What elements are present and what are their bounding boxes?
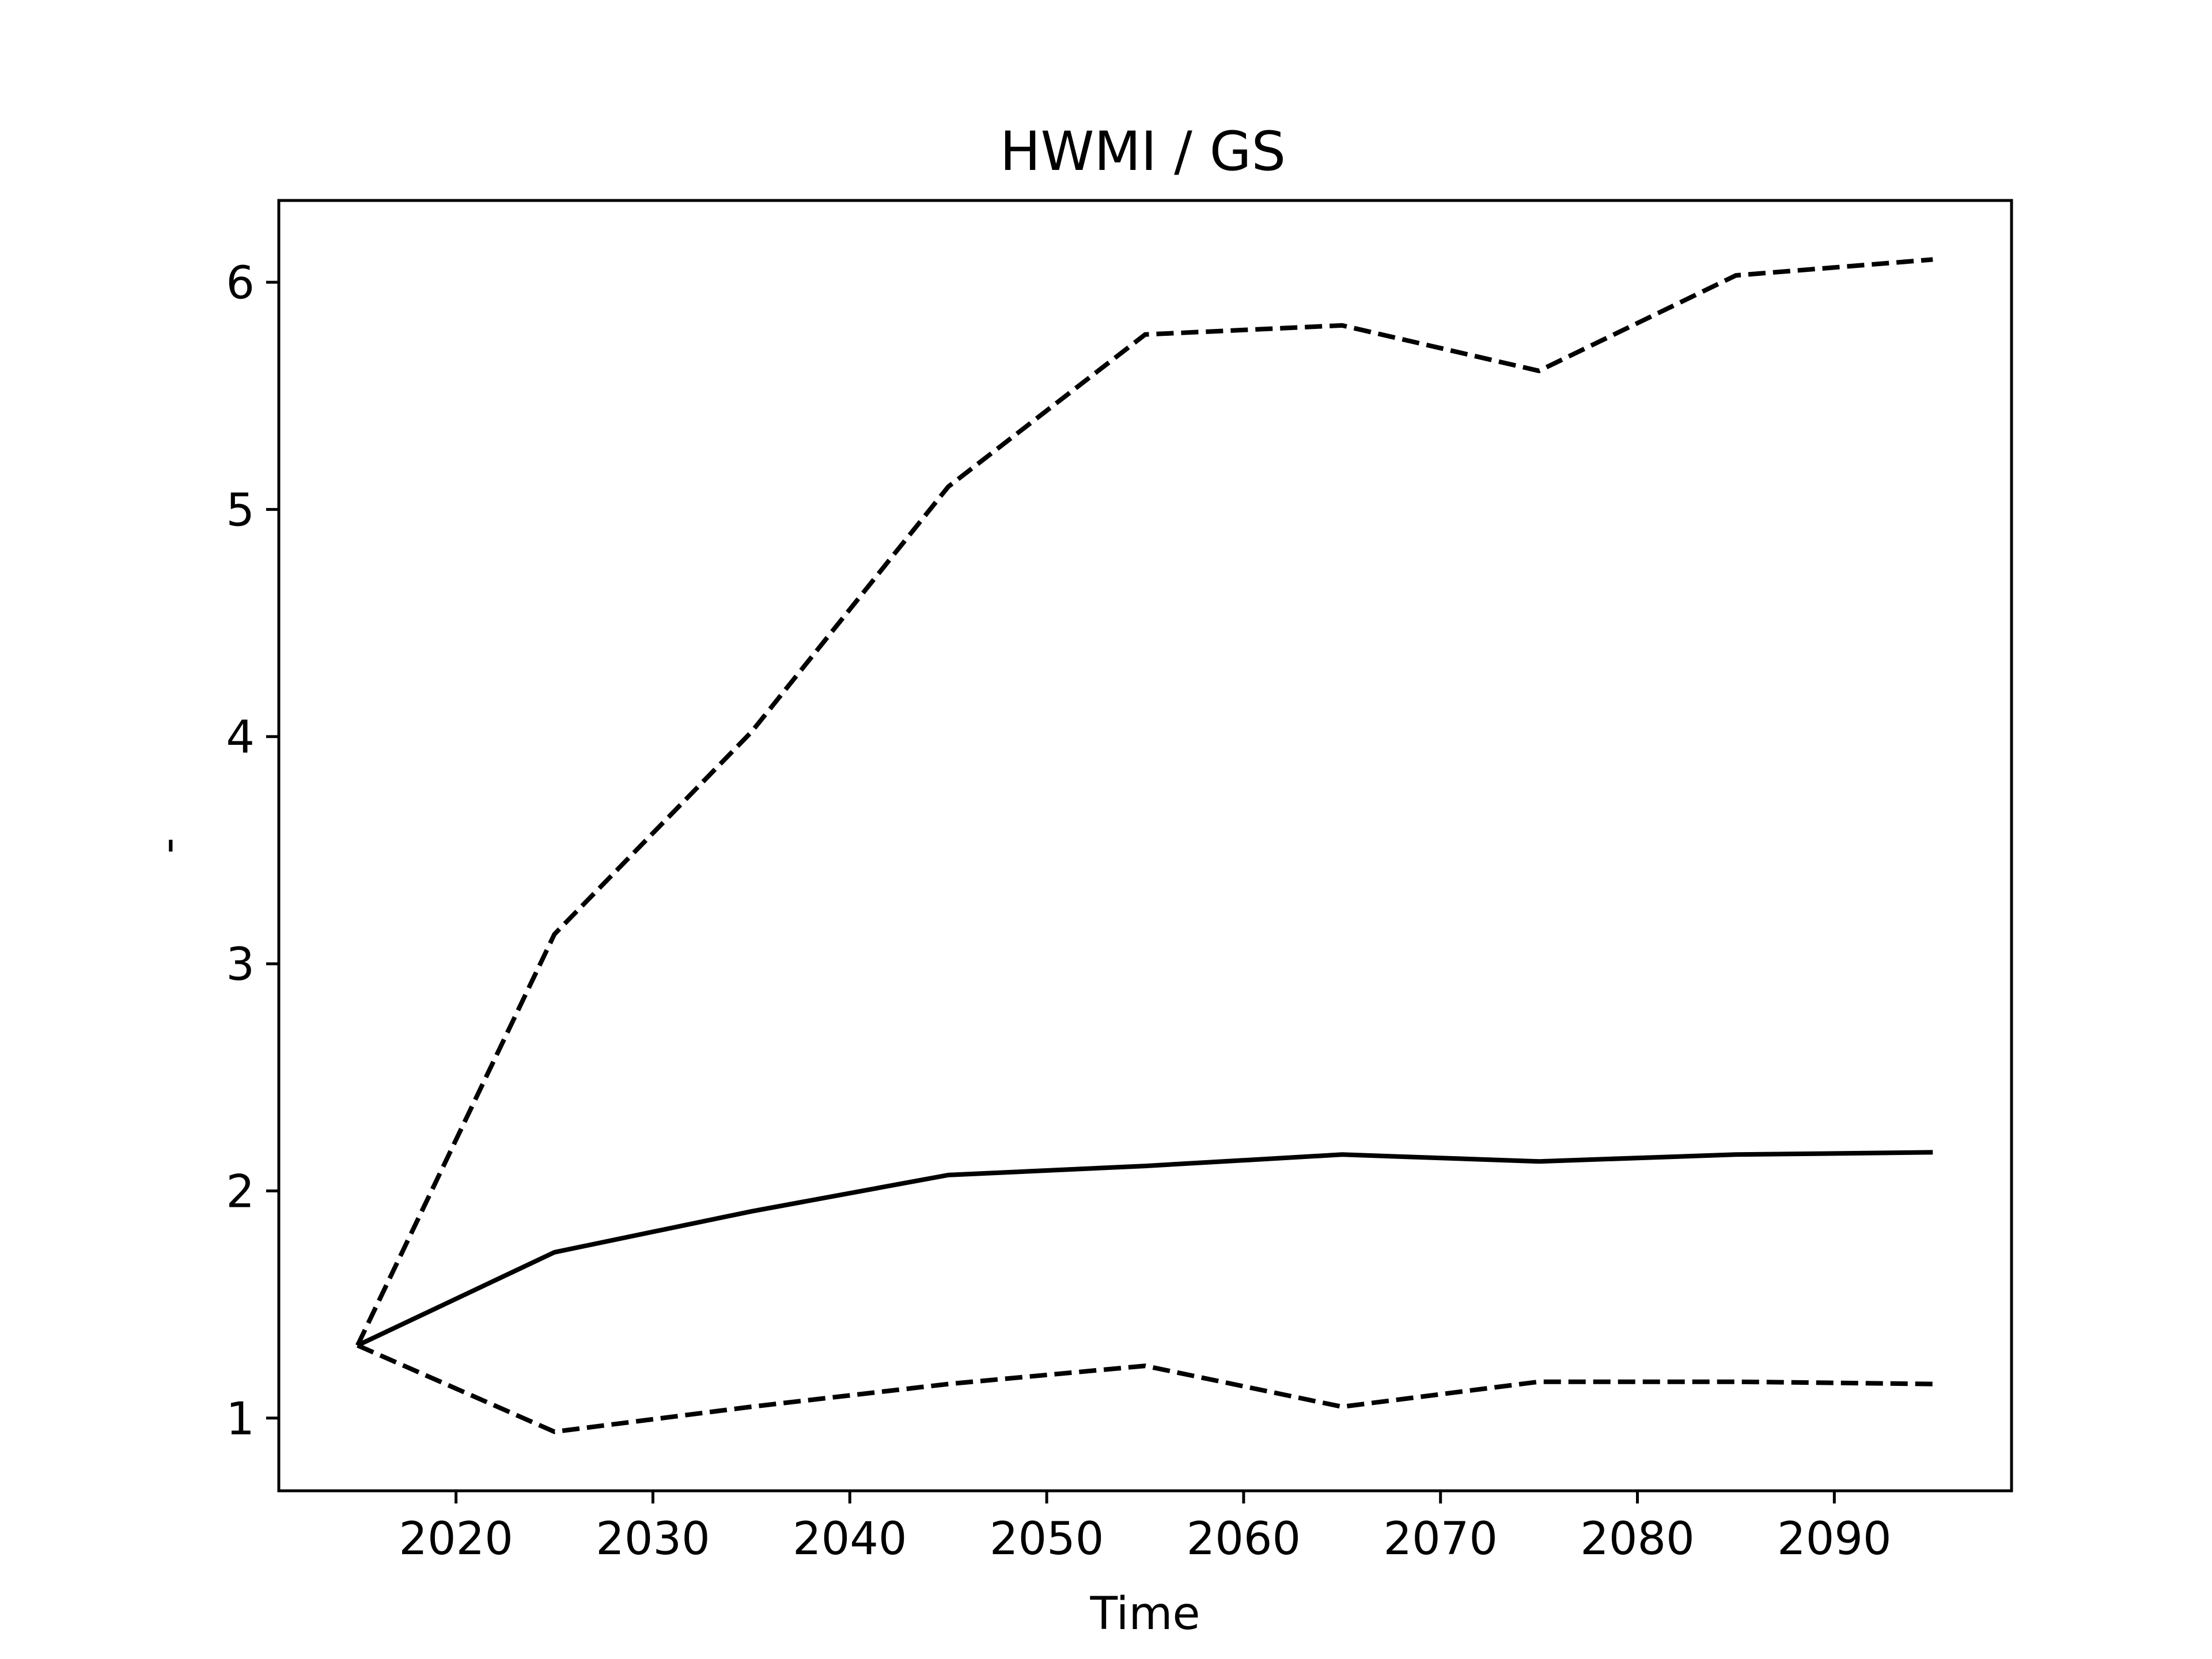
plot-frame (277, 199, 2013, 1493)
y-tick-label: 3 (226, 939, 255, 991)
x-axis-ticks: 2020 2030 2040 2050 2060 2070 2080 2090 (399, 1491, 1892, 1565)
x-tick-label: 2030 (596, 1513, 710, 1565)
x-axis-label: Time (1090, 1588, 1200, 1640)
series-layer (355, 257, 1933, 1434)
y-tick-label: 4 (226, 712, 255, 764)
y-tick-label: 5 (226, 484, 255, 536)
x-tick-label: 2050 (990, 1513, 1104, 1565)
x-tick-label: 2020 (399, 1513, 513, 1565)
x-tick-label: 2040 (793, 1513, 907, 1565)
x-tick-label: 2090 (1777, 1513, 1892, 1565)
series-line-3 (357, 1343, 1933, 1434)
y-tick-label: 2 (226, 1166, 255, 1218)
x-tick-label: 2070 (1383, 1513, 1498, 1565)
chart-title: HWMI / GS (1000, 120, 1286, 183)
y-tick-label: 1 (226, 1393, 255, 1445)
x-tick-label: 2080 (1580, 1513, 1695, 1565)
y-axis-label: - (142, 838, 194, 854)
x-tick-label: 2060 (1187, 1513, 1301, 1565)
series-line-1 (355, 257, 1933, 1347)
y-tick-label: 6 (226, 257, 255, 309)
series-line-2 (356, 1150, 1933, 1348)
y-axis-ticks: 1 2 3 4 5 6 (226, 257, 279, 1445)
